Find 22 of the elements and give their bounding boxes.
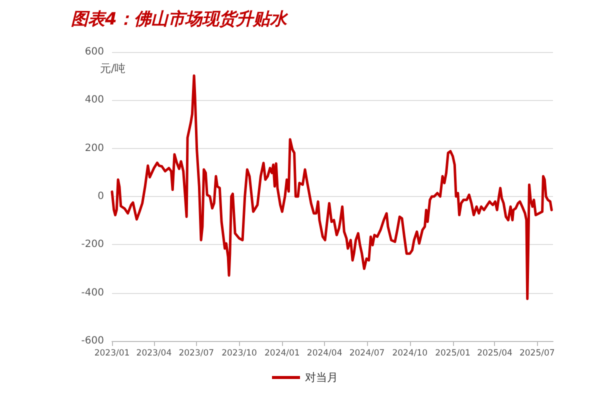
y-tick-label: 200: [84, 142, 104, 154]
x-tick-label: 2023/01: [94, 348, 130, 358]
y-tick-label: 400: [84, 94, 104, 106]
y-tick-label: -600: [81, 336, 104, 346]
x-tick-label: 2024/01: [264, 348, 300, 358]
y-tick-label: 0: [98, 191, 104, 202]
chart-title: 图表4：佛山市场现货升贴水: [71, 10, 289, 30]
legend-label: 对当月: [305, 371, 338, 384]
line-series: [110, 74, 553, 300]
y-axis-title: 元/吨: [100, 62, 126, 75]
x-tick-label: 2023/10: [222, 348, 257, 358]
x-tick-label: 2024/07: [349, 348, 385, 358]
x-tick-label: 2023/04: [136, 348, 172, 358]
x-tick-label: 2025/01: [435, 348, 470, 358]
x-tick-label: 2024/10: [392, 348, 428, 358]
y-tick-label: 600: [84, 46, 104, 58]
y-tick-label: -400: [81, 287, 104, 298]
x-tick-label: 2024/04: [306, 348, 342, 358]
x-tick-label: 2025/07: [519, 348, 555, 358]
y-tick-label: -200: [81, 239, 104, 250]
x-tick-label: 2025/04: [477, 348, 512, 358]
x-tick-label: 2023/07: [178, 348, 214, 358]
